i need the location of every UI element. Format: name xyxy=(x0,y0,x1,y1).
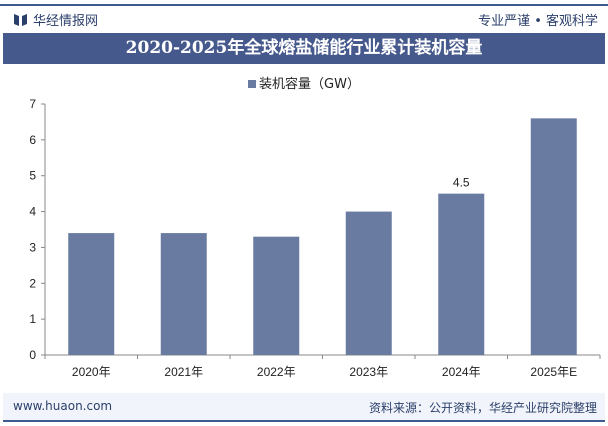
bar xyxy=(438,193,485,355)
x-tick-label: 2020年 xyxy=(72,365,111,379)
y-tick-label: 4 xyxy=(29,205,36,219)
legend: 装机容量（GW） xyxy=(0,73,608,92)
data-label: 4.5 xyxy=(453,176,470,190)
x-tick-label: 2024年 xyxy=(442,365,481,379)
footer: www.huaon.com 资料来源：公开资料，华经产业研究院整理 xyxy=(3,393,605,420)
y-tick-label: 5 xyxy=(29,169,36,183)
top-rule xyxy=(0,4,608,6)
x-tick-label: 2021年 xyxy=(164,365,203,379)
y-tick-label: 6 xyxy=(29,133,36,147)
website: www.huaon.com xyxy=(13,399,113,413)
y-tick-label: 3 xyxy=(29,240,36,254)
bottom-rule xyxy=(3,420,605,422)
legend-swatch xyxy=(248,80,257,88)
x-tick-label: 2025年E xyxy=(530,365,577,379)
x-tick-label: 2022年 xyxy=(257,365,296,379)
y-tick-label: 7 xyxy=(29,97,36,111)
legend-label: 装机容量（GW） xyxy=(259,77,360,92)
brand: 华经情报网 xyxy=(14,10,98,29)
x-tick-label: 2023年 xyxy=(349,365,388,379)
bar xyxy=(68,233,115,355)
source-note: 资料来源：公开资料，华经产业研究院整理 xyxy=(368,401,597,415)
book-icon xyxy=(14,14,27,26)
brand-name: 华经情报网 xyxy=(33,14,99,29)
bar xyxy=(345,211,392,355)
bar xyxy=(160,233,207,355)
bar xyxy=(253,236,300,355)
chart-title: 2020-2025年全球熔盐储能行业累计装机容量 xyxy=(3,33,605,64)
y-tick-label: 0 xyxy=(29,348,36,362)
bar xyxy=(530,118,577,355)
slogan: 专业严谨 • 客观科学 xyxy=(478,14,598,29)
y-tick-label: 1 xyxy=(29,312,36,326)
y-tick-label: 2 xyxy=(29,276,36,290)
